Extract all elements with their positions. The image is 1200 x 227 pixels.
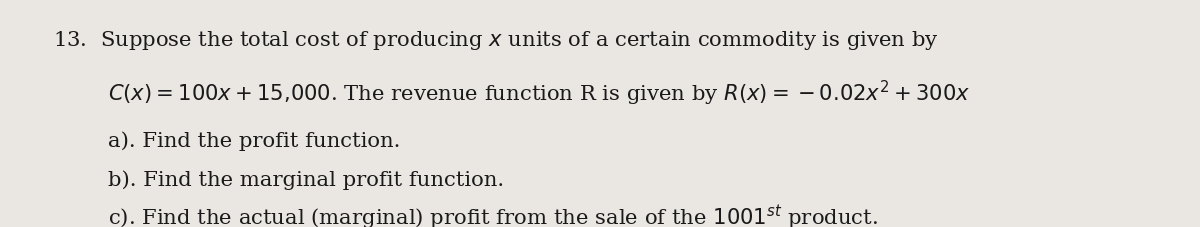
Text: $C(x) = 100x + 15{,}000$. The revenue function R is given by $R(x) = -0.02x^2 + : $C(x) = 100x + 15{,}000$. The revenue fu…	[108, 79, 971, 108]
Text: 13.  Suppose the total cost of producing $x$ units of a certain commodity is giv: 13. Suppose the total cost of producing …	[53, 28, 938, 51]
Text: b). Find the marginal profit function.: b). Find the marginal profit function.	[108, 169, 504, 189]
Text: c). Find the actual (marginal) profit from the sale of the $1001^{st}$ product.: c). Find the actual (marginal) profit fr…	[108, 202, 878, 227]
Text: a). Find the profit function.: a). Find the profit function.	[108, 131, 401, 151]
